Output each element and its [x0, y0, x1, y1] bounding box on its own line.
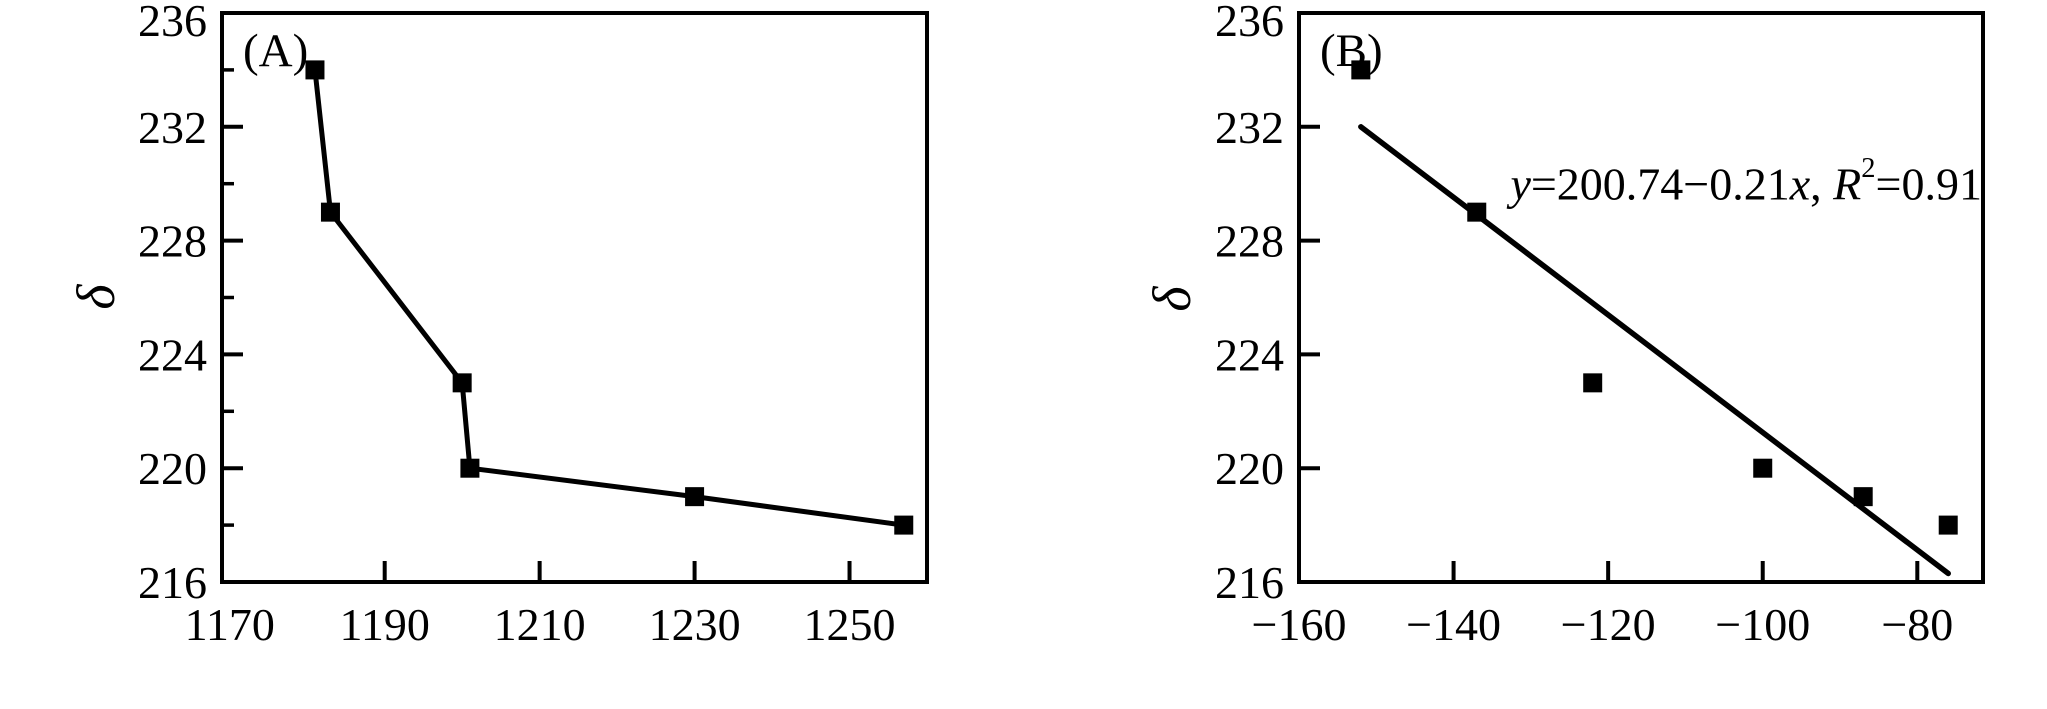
x-tick-label: −140: [1406, 599, 1501, 650]
panel-b: −160 −140 −120 −100 −80 216 220 224 228 232 236 (B): [1215, 0, 1985, 650]
data-point: [685, 487, 705, 507]
equation-sep: ,: [1810, 158, 1834, 210]
y-tick-label: 228: [138, 216, 207, 267]
y-tick-label: 220: [1215, 443, 1284, 494]
x-tick-label: −100: [1715, 599, 1810, 650]
y-tick-label: 216: [138, 557, 207, 608]
data-point: [460, 458, 480, 478]
equation-x: x: [1789, 158, 1811, 210]
data-point: [1583, 373, 1603, 393]
y-tick-label: 220: [138, 443, 207, 494]
panel-a-y-axis-title: δ: [66, 284, 126, 310]
y-tick-label: 232: [138, 102, 207, 153]
equation-r-sup: 2: [1861, 153, 1876, 184]
x-tick-label: 1230: [649, 599, 741, 650]
x-tick-label: −80: [1881, 599, 1953, 650]
fit-line: [1358, 124, 1951, 577]
data-point: [1351, 60, 1371, 80]
panel-label-a: (A): [243, 25, 308, 77]
panel-label-b: (B): [1320, 25, 1383, 77]
y-tick-label: 224: [138, 329, 207, 380]
axis-border: [1297, 11, 1985, 584]
fit-equation: y=200.74−0.21x, R2=0.91: [1390, 85, 1982, 209]
x-tick-label: −160: [1252, 599, 1347, 650]
equation-r-symbol: R: [1833, 158, 1862, 210]
x-tick-label: 1250: [804, 599, 896, 650]
data-point: [1938, 515, 1958, 535]
data-point: [452, 373, 472, 393]
x-tick-label: −120: [1561, 599, 1656, 650]
y-tick-label: 232: [1215, 102, 1284, 153]
data-point: [320, 202, 340, 222]
x-tick-label: 1190: [340, 599, 430, 650]
panel-b-y-axis-title: δ: [1142, 286, 1202, 312]
y-tick-label: 224: [1215, 329, 1284, 380]
equation-y: y: [1510, 158, 1531, 210]
y-tick-label: 236: [138, 0, 207, 46]
series-line: [312, 69, 905, 528]
y-tick-label: 236: [1215, 0, 1284, 46]
data-point: [1853, 487, 1873, 507]
axis-border: [220, 11, 929, 584]
y-tick-label: 216: [1215, 557, 1284, 608]
data-point: [894, 515, 914, 535]
x-tick-label: 1170: [185, 599, 275, 650]
y-tick-label: 228: [1215, 216, 1284, 267]
x-tick-label: 1210: [494, 599, 586, 650]
panel-a: 1170 1190 1210 1230 1250 216 220 224 228 232 236 (A…: [138, 0, 929, 650]
data-point: [1753, 458, 1773, 478]
data-point: [1467, 202, 1487, 222]
data-point: [305, 60, 325, 80]
equation-rhs: =0.91: [1875, 158, 1982, 210]
panel-a-x-axis-title: DPE/(kJ·mol−1): [222, 650, 927, 709]
equation-mid: =200.74−0.21: [1530, 158, 1790, 210]
panel-b-x-axis-title: ΔEads/(kJ·mol−1): [1299, 650, 1983, 709]
